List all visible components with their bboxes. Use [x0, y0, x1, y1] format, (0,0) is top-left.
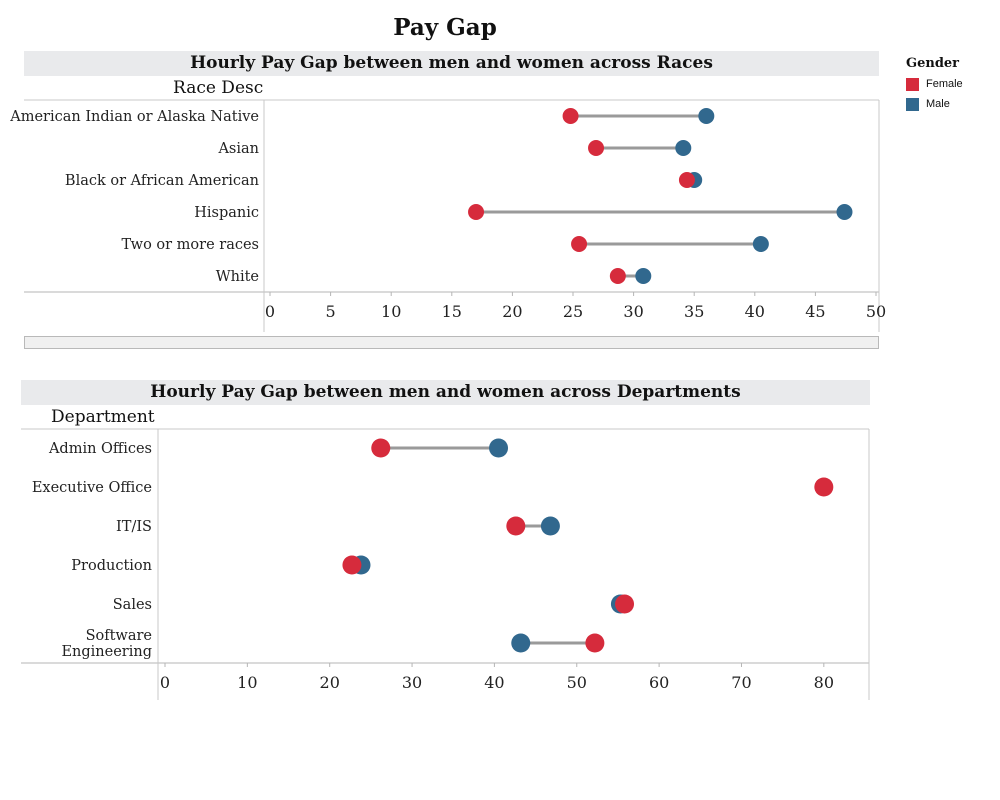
legend-title: Gender: [906, 56, 960, 71]
race-category-label-hispanic: Hispanic: [194, 205, 259, 221]
race-male-point-american-indian-or-alaska-native: [698, 108, 715, 124]
dept-category-label-software-engineering: Software: [86, 628, 152, 644]
legend-swatch-male: [906, 97, 919, 111]
department-chart-title: Hourly Pay Gap between men and women acr…: [21, 380, 870, 405]
dept-tick-label: 60: [649, 673, 669, 692]
race-female-point-asian: [588, 140, 605, 156]
dept-female-point-production: [342, 555, 362, 575]
race-tick-label: 50: [866, 302, 886, 321]
dept-male-point-it-is: [540, 516, 560, 536]
page-title: Pay Gap: [393, 14, 497, 41]
horizontal-scrollbar[interactable]: [24, 336, 879, 349]
dept-female-point-sales: [615, 594, 635, 614]
department-row-header: Department: [51, 407, 155, 427]
race-male-point-hispanic: [836, 204, 853, 220]
dept-tick-label: 20: [320, 673, 340, 692]
dept-category-label-sales: Sales: [113, 597, 152, 613]
race-category-label-american-indian-or-alaska-native: American Indian or Alaska Native: [9, 109, 259, 125]
race-chart-title: Hourly Pay Gap between men and women acr…: [24, 51, 879, 76]
dept-tick-label: 40: [484, 673, 504, 692]
dept-category-label-admin-offices: Admin Offices: [48, 441, 152, 457]
legend-item-male[interactable]: Male: [906, 94, 963, 114]
race-category-label-two-or-more-races: Two or more races: [122, 237, 260, 253]
race-category-label-black-or-african-american: Black or African American: [65, 173, 259, 189]
race-female-point-black-or-african-american: [678, 172, 695, 188]
race-tick-label: 40: [745, 302, 765, 321]
dept-tick-label: 50: [567, 673, 587, 692]
race-tick-label: 30: [623, 302, 643, 321]
dept-tick-label: 10: [237, 673, 257, 692]
dept-category-label-production: Production: [71, 558, 152, 574]
race-male-point-white: [635, 268, 652, 284]
dept-female-point-software-engineering: [585, 633, 605, 653]
dept-tick-label: 70: [731, 673, 751, 692]
race-female-point-hispanic: [468, 204, 485, 220]
race-female-point-white: [609, 268, 626, 284]
race-tick-label: 20: [502, 302, 522, 321]
dept-female-point-executive-office: [814, 477, 834, 497]
dept-male-point-admin-offices: [489, 438, 509, 458]
dept-female-point-admin-offices: [371, 438, 391, 458]
race-male-point-two-or-more-races: [752, 236, 769, 252]
dept-male-point-software-engineering: [511, 633, 531, 653]
legend-swatch-female: [906, 77, 919, 91]
race-category-label-white: White: [216, 269, 259, 285]
race-male-point-asian: [675, 140, 692, 156]
race-tick-label: 25: [563, 302, 583, 321]
gender-legend: Gender Female Male: [906, 56, 963, 114]
race-tick-label: 45: [805, 302, 825, 321]
dept-category-label-software-engineering: Engineering: [61, 644, 152, 660]
legend-label-male: Male: [926, 98, 950, 110]
dept-category-label-executive-office: Executive Office: [32, 480, 152, 496]
dept-category-label-it-is: IT/IS: [116, 519, 152, 535]
race-row-header: Race Desc: [173, 78, 264, 98]
race-category-label-asian: Asian: [217, 141, 259, 157]
race-pay-gap-chart: 0 5 10 15 20 25 30 35 40 45 50 American Indian or A…: [9, 99, 886, 332]
race-female-point-two-or-more-races: [571, 236, 588, 252]
race-tick-label: 35: [684, 302, 704, 321]
race-tick-label: 0: [265, 302, 275, 321]
race-tick-label: 10: [381, 302, 401, 321]
dept-tick-label: 80: [814, 673, 834, 692]
dept-tick-label: 0: [160, 673, 170, 692]
legend-item-female[interactable]: Female: [906, 74, 963, 94]
dept-female-point-it-is: [506, 516, 526, 536]
race-tick-label: 5: [326, 302, 336, 321]
dept-tick-label: 30: [402, 673, 422, 692]
race-female-point-american-indian-or-alaska-native: [562, 108, 579, 124]
race-tick-label: 15: [442, 302, 462, 321]
department-pay-gap-chart: 0 10 20 30 40 50 60 70 80 Admin Offices Executive …: [21, 428, 870, 700]
legend-label-female: Female: [926, 78, 963, 90]
